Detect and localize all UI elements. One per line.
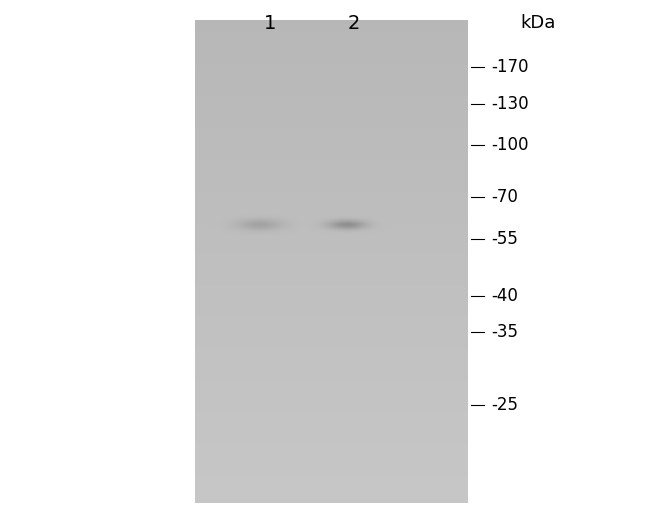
Text: -130: -130 <box>491 95 528 113</box>
Text: kDa: kDa <box>520 15 555 32</box>
Text: -40: -40 <box>491 287 517 305</box>
Text: -55: -55 <box>491 230 517 248</box>
Text: -70: -70 <box>491 188 517 206</box>
Text: -25: -25 <box>491 396 518 414</box>
Text: -170: -170 <box>491 59 528 76</box>
Text: 2: 2 <box>348 14 361 33</box>
Text: 1: 1 <box>263 14 276 33</box>
Text: -35: -35 <box>491 323 518 341</box>
Text: -100: -100 <box>491 136 528 154</box>
